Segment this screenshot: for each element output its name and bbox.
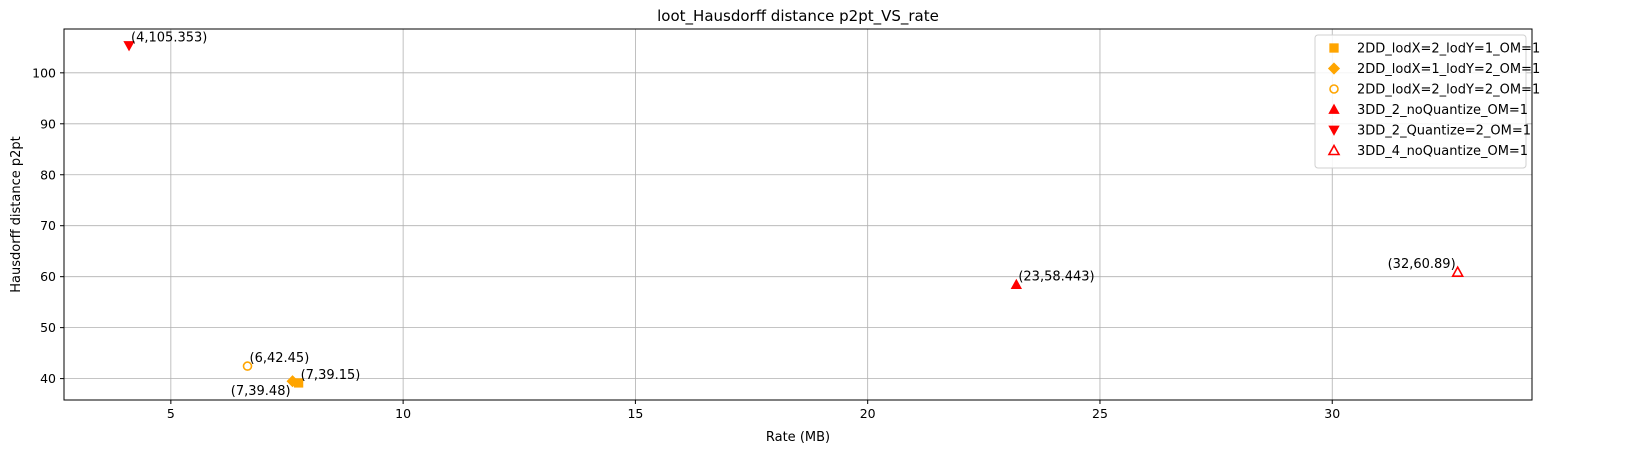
legend: 2DD_lodX=2_lodY=1_OM=1 2DD_lodX=1_lodY=2_… xyxy=(1314,34,1540,169)
point-label: (7,39.15) xyxy=(301,368,361,383)
data-point xyxy=(286,375,299,388)
legend-marker xyxy=(1329,43,1339,53)
legend-marker xyxy=(1328,125,1340,136)
legend-entry: 2DD_lodX=2_lodY=2_OM=1 xyxy=(1357,83,1540,98)
plot-frame xyxy=(63,28,1533,401)
legend-marker xyxy=(1327,143,1341,156)
y-tick-label: 70 xyxy=(40,218,56,233)
y-tick-label: 100 xyxy=(32,65,56,80)
x-axis-label: Rate (MB) xyxy=(766,430,830,445)
y-tick-label: 40 xyxy=(40,371,56,386)
legend-box xyxy=(1314,34,1527,169)
legend-entry: 2DD_lodX=2_lodY=1_OM=1 xyxy=(1357,42,1540,57)
point-label: (23,58.443) xyxy=(1018,270,1094,285)
x-tick-label: 20 xyxy=(860,406,876,421)
data-point xyxy=(1010,278,1023,290)
data-points xyxy=(123,41,1465,388)
data-point xyxy=(1451,265,1465,277)
legend-entry: 2DD_lodX=1_lodY=2_OM=1 xyxy=(1357,62,1540,77)
point-label: (6,42.45) xyxy=(250,351,310,366)
legend-entry: 3DD_2_Quantize=2_OM=1 xyxy=(1357,124,1531,139)
point-label: (4,105.353) xyxy=(131,31,207,46)
y-tick-label: 50 xyxy=(40,320,56,335)
y-tick-label: 90 xyxy=(40,116,56,131)
y-tick-label: 60 xyxy=(40,269,56,284)
legend-marker xyxy=(1327,62,1341,75)
legend-marker xyxy=(1328,103,1340,114)
legend-entry: 3DD_2_noQuantize_OM=1 xyxy=(1357,103,1528,118)
x-tick-label: 25 xyxy=(1092,406,1108,421)
y-tick-label: 80 xyxy=(40,167,56,182)
point-annotations: (7,39.15) (7,39.48) (6,42.45) (23,58.443) (4… xyxy=(131,31,1456,400)
y-axis-label: Hausdorff distance p2pt xyxy=(9,136,24,292)
x-tick-label: 5 xyxy=(167,406,175,421)
data-point xyxy=(242,361,253,371)
data-point xyxy=(123,41,135,52)
point-label: (7,39.48) xyxy=(231,384,291,399)
x-tick-label: 10 xyxy=(395,406,411,421)
x-tick-label: 15 xyxy=(627,406,643,421)
legend-marker xyxy=(1329,84,1339,94)
chart-title: loot_Hausdorff distance p2pt_VS_rate xyxy=(657,7,939,26)
point-label: (32,60.89) xyxy=(1388,257,1456,272)
x-tick-label: 30 xyxy=(1324,406,1340,421)
axis-ticks: 5 10 15 20 25 30 40 50 60 70 80 90 100 xyxy=(32,65,1340,421)
legend-entry: 3DD_4_noQuantize_OM=1 xyxy=(1357,144,1528,159)
grid-lines xyxy=(64,29,1532,400)
